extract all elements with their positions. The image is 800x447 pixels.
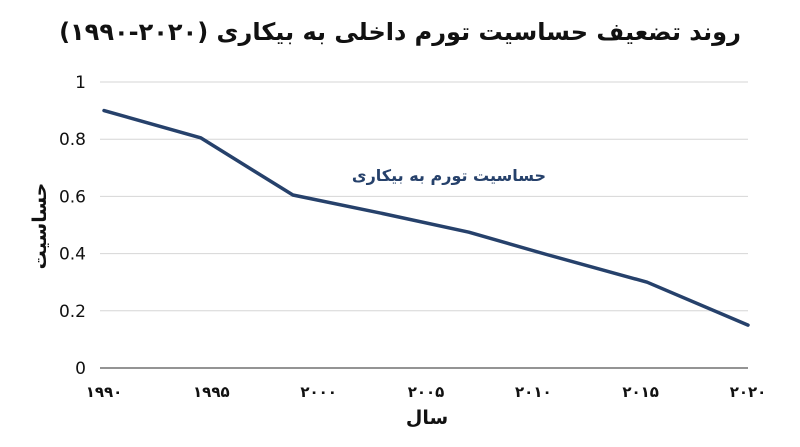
series-layer — [102, 108, 750, 327]
x-tick-label: ۱۹۹۵ — [193, 383, 230, 401]
y-tick-label: 0.4 — [59, 245, 86, 265]
x-tick-label: ۲۰۱۵ — [622, 383, 659, 401]
x-tick-label: ۲۰۱۰ — [515, 383, 552, 401]
x-tick-label: ۱۹۹۰ — [86, 383, 123, 401]
series-label: حساسیت تورم به بیکاری — [352, 166, 546, 185]
chart-title: روند تضعیف حساسیت تورم داخلی به بیکاری (… — [59, 18, 741, 46]
x-tick-labels: ۱۹۹۰ ۱۹۹۵ ۲۰۰۰ ۲۰۰۵ ۲۰۱۰ ۲۰۱۵ ۲۰۲۰ — [86, 383, 767, 401]
y-tick-label: 1 — [75, 73, 86, 93]
series-line — [102, 108, 750, 327]
x-tick-label: ۲۰۰۵ — [408, 383, 445, 401]
x-axis-label: سال — [406, 407, 448, 429]
y-axis-label: حساسیت — [29, 183, 51, 270]
y-tick-label: 0.8 — [59, 130, 86, 150]
x-tick-label: ۲۰۲۰ — [730, 383, 767, 401]
y-tick-label: 0.6 — [59, 187, 86, 207]
x-tick-label: ۲۰۰۰ — [300, 383, 337, 401]
y-tick-labels: 0 0.2 0.4 0.6 0.8 1 — [59, 73, 86, 379]
gridlines — [100, 81, 748, 312]
y-tick-label: 0.2 — [59, 302, 86, 322]
y-tick-label: 0 — [75, 359, 86, 379]
